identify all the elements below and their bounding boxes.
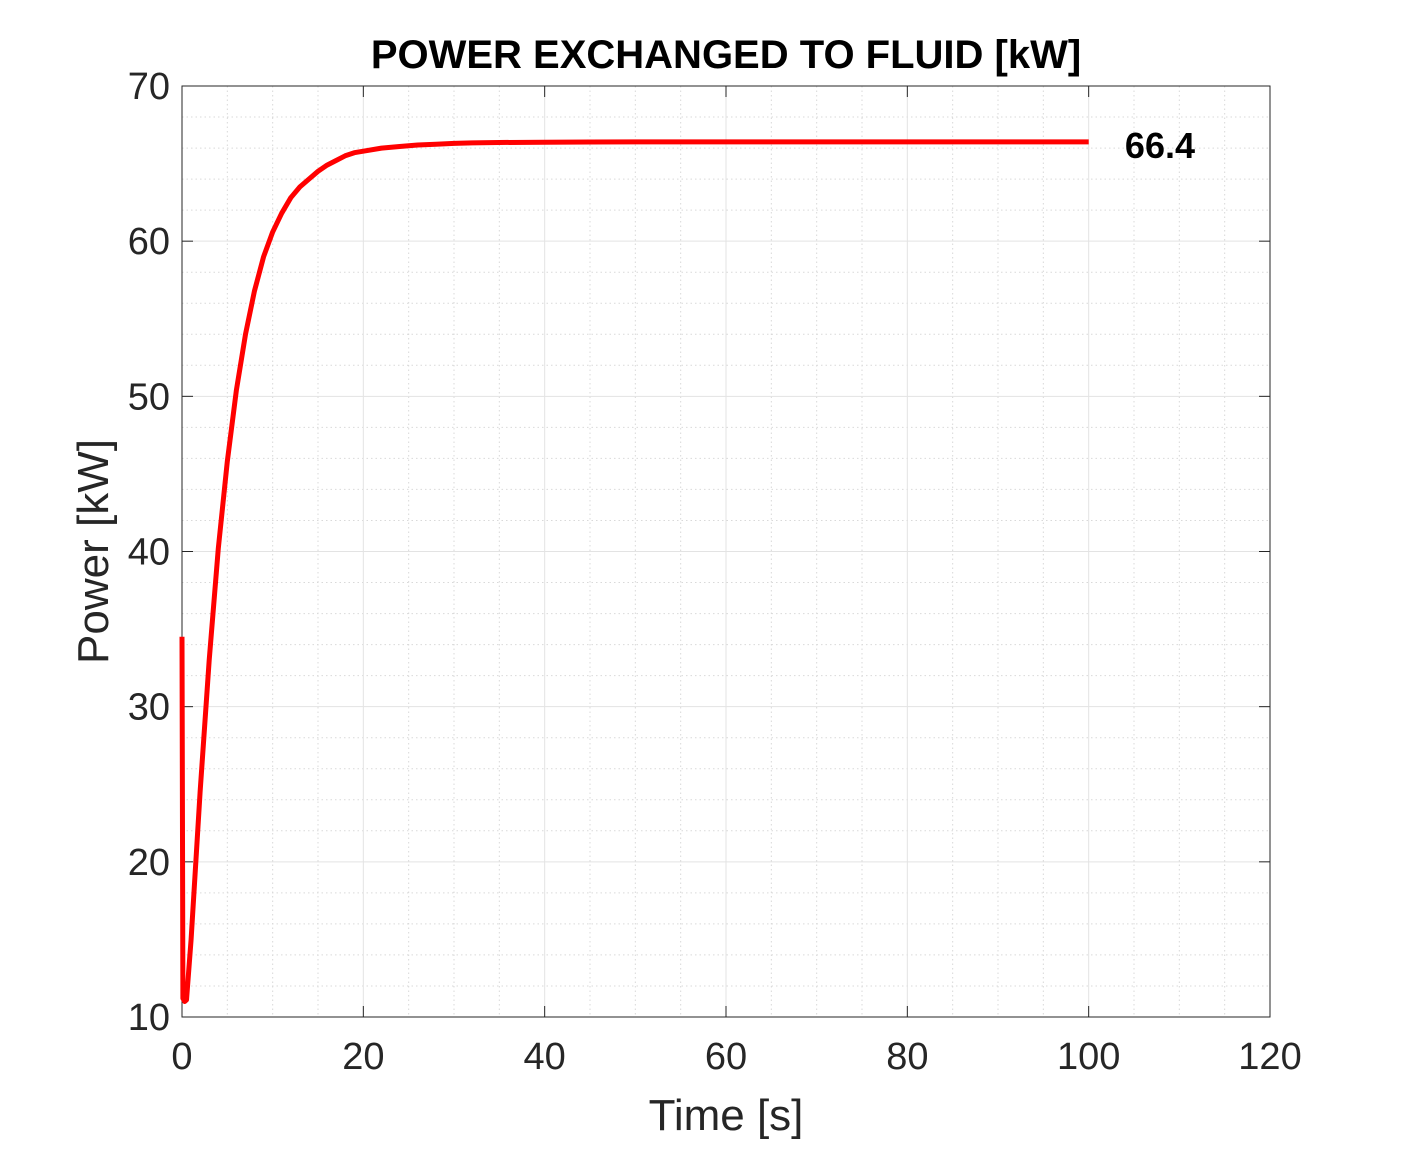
major-grid [182, 86, 1270, 1017]
y-tick-label: 20 [128, 842, 170, 884]
chart-title: POWER EXCHANGED TO FLUID [kW] [371, 33, 1081, 77]
x-tick-label: 0 [171, 1036, 192, 1078]
x-tick-label: 60 [705, 1036, 747, 1078]
x-tick-label: 120 [1238, 1036, 1301, 1078]
x-axis-label: Time [s] [649, 1091, 804, 1140]
y-tick-label: 10 [128, 997, 170, 1039]
y-tick-label: 70 [128, 66, 170, 108]
value-annotation: 66.4 [1125, 125, 1195, 166]
y-tick-label: 50 [128, 376, 170, 418]
series-group [179, 139, 1089, 1004]
y-axis-label: Power [kW] [69, 439, 118, 664]
x-tick-label: 80 [886, 1036, 928, 1078]
x-tick-label: 20 [342, 1036, 384, 1078]
x-tick-label: 40 [524, 1036, 566, 1078]
y-tick-label: 40 [128, 532, 170, 574]
x-tick-labels: 0 20 40 60 80 100 120 [171, 1036, 1301, 1078]
series-line [179, 139, 1089, 1004]
x-tick-label: 100 [1057, 1036, 1120, 1078]
y-tick-label: 30 [128, 687, 170, 729]
y-tick-labels: 10 20 30 40 50 60 70 [128, 66, 170, 1039]
tick-marks [181, 85, 1271, 1018]
y-tick-label: 60 [128, 221, 170, 263]
annotations-group: 66.4 [1125, 125, 1195, 166]
